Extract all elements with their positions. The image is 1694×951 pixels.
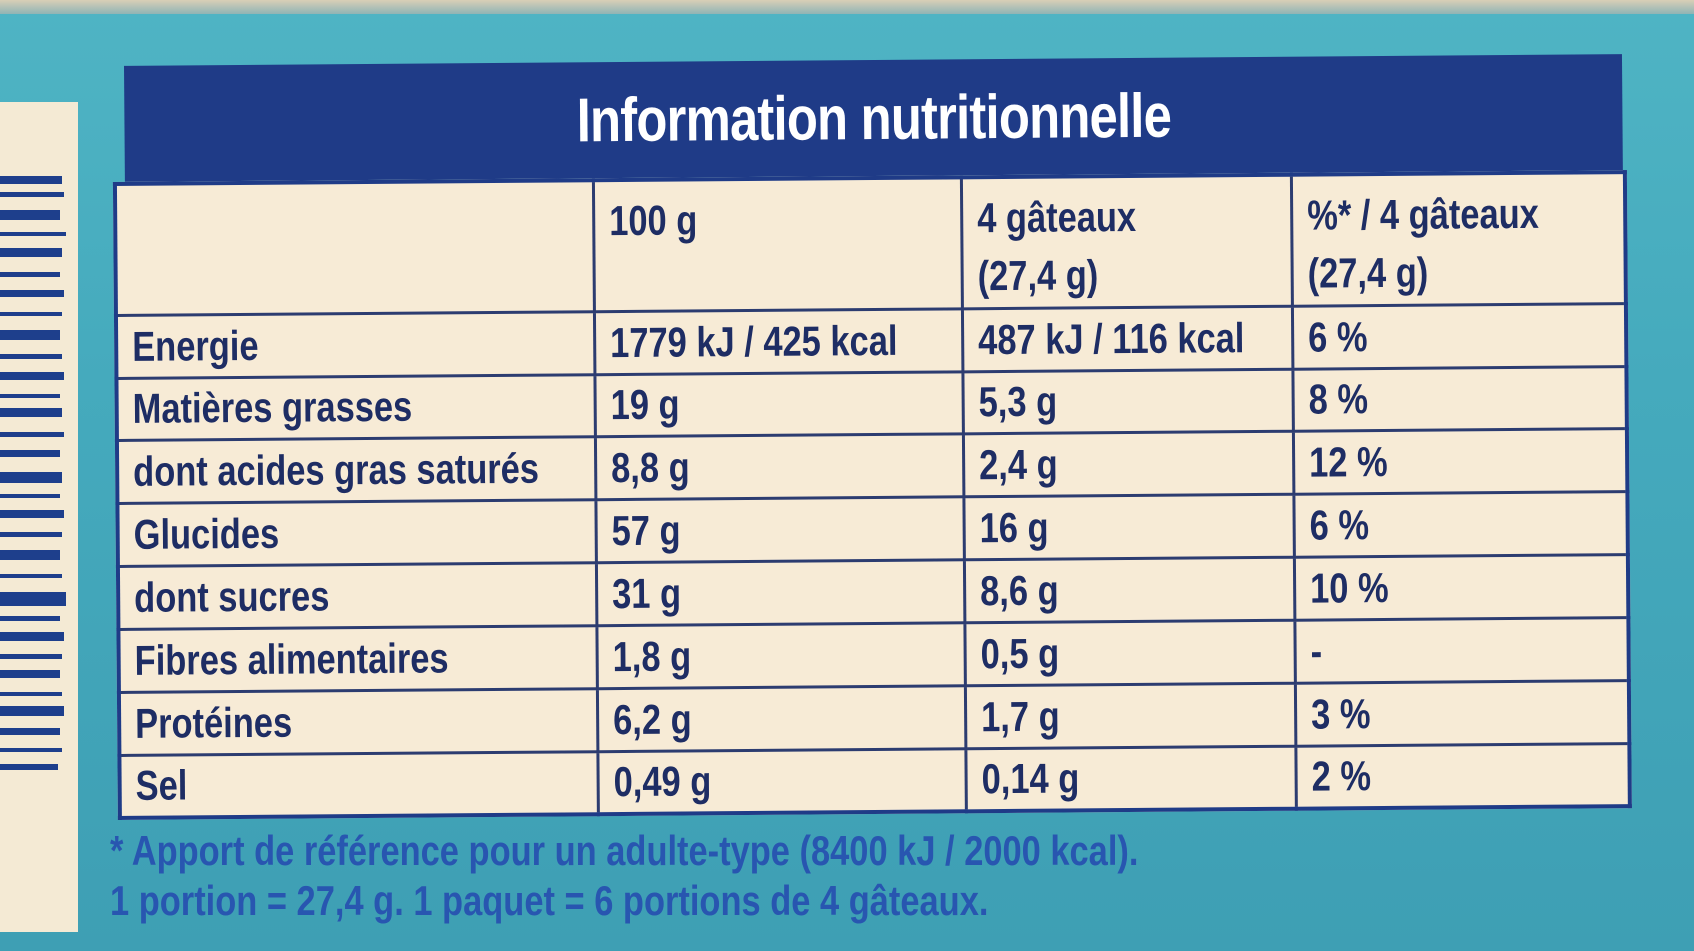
nutrient-label: dont acides gras saturés [116, 437, 596, 504]
value-per-portion: 1,7 g [964, 682, 1296, 749]
table-row: dont acides gras saturés 8,8 g 2,4 g 12 … [116, 429, 1628, 504]
barcode [0, 102, 78, 932]
value-per-portion: 0,14 g [965, 745, 1296, 812]
header-per-portion: 4 gâteaux (27,4 g) [960, 174, 1292, 309]
nutrient-label: Sel [119, 751, 598, 818]
value-per-portion: 5,3 g [962, 368, 1293, 435]
nutrient-label: Fibres alimentaires [118, 625, 597, 693]
value-per-100g: 0,49 g [597, 748, 966, 815]
value-reference-intake: 10 % [1293, 554, 1629, 621]
nutrient-label: Energie [115, 311, 595, 379]
value-per-100g: 6,2 g [596, 685, 966, 752]
header-reference-intake: %* / 4 gâteaux (27,4 g) [1290, 172, 1626, 306]
value-per-portion: 2,4 g [962, 431, 1294, 498]
table-row: Matières grasses 19 g 5,3 g 8 % [116, 366, 1627, 441]
table-row: Energie 1779 kJ / 425 kcal 487 kJ / 116 … [115, 303, 1627, 379]
table-row: Sel 0,49 g 0,14 g 2 % [119, 743, 1630, 818]
table-row: Fibres alimentaires 1,8 g 0,5 g - [118, 617, 1629, 693]
nutrition-table: 100 g 4 gâteaux (27,4 g) %* / 4 gâteaux (2… [112, 170, 1632, 820]
value-per-portion: 16 g [963, 494, 1294, 560]
value-per-100g: 1,8 g [596, 622, 965, 689]
header-empty-cell [114, 180, 594, 316]
nutrition-title: Information nutritionnelle [575, 81, 1171, 155]
table-row: Protéines 6,2 g 1,7 g 3 % [118, 680, 1630, 756]
nutrient-label: Glucides [117, 499, 596, 567]
footnote-portion-info: 1 portion = 27,4 g. 1 paquet = 6 portion… [110, 877, 989, 924]
value-per-portion: 8,6 g [963, 557, 1295, 623]
nutrient-label: dont sucres [117, 562, 597, 630]
value-per-100g: 1779 kJ / 425 kcal [593, 308, 963, 375]
footnote-reference-intake: * Apport de référence pour un adulte-typ… [110, 827, 1139, 874]
nutrition-label: Information nutritionnelle 100 g 4 gâtea… [112, 54, 1632, 820]
value-per-100g: 8,8 g [594, 434, 964, 500]
nutrition-title-bar: Information nutritionnelle [123, 54, 1623, 182]
nutrient-label: Matières grasses [116, 374, 595, 441]
table-row: dont sucres 31 g 8,6 g 10 % [117, 554, 1629, 630]
footnote: * Apport de référence pour un adulte-typ… [110, 826, 1364, 926]
header-per-100g: 100 g [592, 177, 962, 312]
value-per-portion: 0,5 g [964, 620, 1295, 686]
table-header-row: 100 g 4 gâteaux (27,4 g) %* / 4 gâteaux (2… [114, 172, 1626, 316]
value-per-portion: 487 kJ / 116 kcal [961, 305, 1293, 372]
value-reference-intake: 6 % [1293, 491, 1628, 558]
value-reference-intake: 2 % [1295, 743, 1630, 809]
table-row: Glucides 57 g 16 g 6 % [117, 491, 1628, 567]
value-reference-intake: - [1294, 617, 1629, 683]
value-reference-intake: 12 % [1292, 429, 1628, 495]
value-reference-intake: 8 % [1292, 366, 1627, 432]
value-per-100g: 31 g [595, 559, 965, 626]
value-reference-intake: 3 % [1294, 680, 1630, 746]
value-reference-intake: 6 % [1291, 303, 1627, 369]
value-per-100g: 19 g [594, 371, 963, 438]
package-top-edge [0, 0, 1694, 14]
nutrient-label: Protéines [118, 688, 598, 756]
value-per-100g: 57 g [595, 497, 964, 563]
